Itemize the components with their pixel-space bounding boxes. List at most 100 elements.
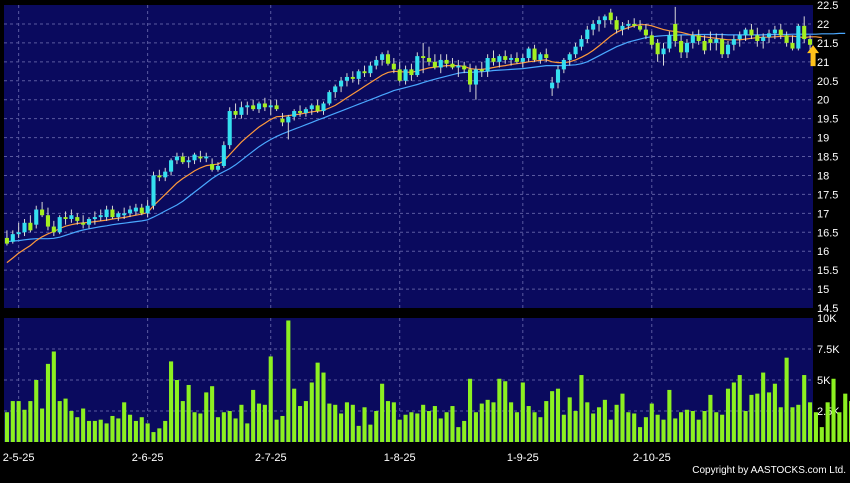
price-tick-label: 22.5: [817, 0, 838, 12]
price-tick-label: 20: [817, 95, 829, 107]
volume-bar: [468, 378, 473, 442]
candle-body: [755, 35, 760, 41]
candle-body: [526, 48, 531, 59]
volume-bar: [673, 418, 678, 442]
candle-body: [215, 165, 221, 170]
candle-body: [86, 218, 92, 225]
candle-body: [567, 54, 572, 60]
volume-bar: [45, 363, 51, 442]
volume-tick-label: 10K: [817, 313, 837, 325]
candle-body: [133, 207, 138, 212]
candle-body: [157, 175, 162, 178]
candle-body: [632, 23, 637, 26]
candle-body: [608, 12, 613, 21]
volume-bar: [251, 389, 256, 442]
price-tick-label: 21: [817, 57, 829, 69]
volume-bar: [69, 411, 74, 442]
candle-body: [104, 209, 109, 218]
volume-bar: [462, 420, 467, 442]
price-tick-label: 17.5: [817, 189, 838, 201]
candle-body: [649, 35, 654, 45]
volume-bar: [661, 419, 666, 442]
candle-body: [63, 217, 68, 219]
volume-bar: [825, 402, 830, 442]
volume-bar: [632, 413, 637, 442]
candle-body: [684, 42, 690, 53]
candle-body: [532, 48, 537, 60]
candle-body: [796, 25, 801, 49]
volume-tick-label: 7.5K: [817, 344, 840, 356]
volume-bar: [813, 412, 818, 442]
volume-bar: [585, 402, 590, 442]
volume-bar: [772, 383, 777, 442]
candle-body: [438, 59, 443, 68]
candle-body: [239, 107, 244, 115]
price-tick-label: 18.5: [817, 152, 838, 164]
volume-bar: [116, 418, 121, 442]
candle-body: [10, 234, 15, 242]
candle-body: [110, 209, 115, 218]
candle-body: [696, 35, 701, 41]
candle-body: [485, 58, 490, 72]
volume-bar: [778, 407, 783, 442]
volume-bar: [450, 406, 455, 442]
candle-body: [251, 105, 256, 110]
candle-body: [204, 156, 209, 159]
price-tick-label: 16: [817, 246, 829, 258]
volume-bar: [321, 372, 326, 442]
volume-bar: [127, 414, 133, 442]
candle-body: [690, 35, 695, 43]
volume-bar: [725, 388, 731, 442]
volume-bar: [591, 413, 596, 442]
candle-body: [491, 58, 496, 62]
volume-bar: [620, 393, 625, 442]
candle-body: [45, 215, 51, 227]
volume-bar: [503, 381, 508, 442]
volume-bar: [374, 411, 379, 442]
volume-bar: [649, 403, 654, 442]
volume-bar: [133, 420, 138, 442]
price-tick-label: 19: [817, 133, 829, 145]
candle-body: [708, 39, 713, 43]
x-tick-label: 2-6-25: [132, 452, 164, 464]
candle-body: [673, 23, 678, 41]
candle-body: [661, 48, 666, 55]
volume-bar: [415, 413, 420, 442]
candle-body: [415, 56, 420, 76]
up-arrow-marker: [807, 45, 820, 67]
volume-bar: [344, 402, 349, 442]
candle-body: [450, 63, 455, 68]
x-tick-label: 1-9-25: [507, 452, 539, 464]
volume-bar: [602, 399, 607, 442]
volume-bar: [596, 407, 602, 442]
volume-bar: [679, 412, 684, 442]
candle-body: [186, 160, 191, 163]
candle-body: [92, 217, 97, 219]
price-tick-label: 22: [817, 19, 829, 31]
volume-bar: [163, 420, 168, 442]
candle-body: [22, 222, 27, 233]
volume-bar: [391, 402, 396, 442]
volume-bar: [104, 423, 109, 442]
volume-bar: [731, 382, 736, 442]
volume-bar: [28, 401, 33, 442]
candle-body: [327, 92, 332, 104]
volume-bar: [690, 411, 695, 442]
volume-bar: [720, 414, 725, 442]
candle-body: [808, 39, 813, 45]
volume-bar: [655, 414, 660, 442]
candle-body: [555, 69, 561, 83]
volume-bar: [274, 419, 279, 442]
candle-body: [743, 29, 748, 36]
candle-body: [292, 111, 297, 117]
candle-body: [538, 54, 543, 60]
candle-body: [585, 29, 590, 40]
candle-body: [280, 118, 285, 123]
candle-body: [315, 105, 320, 112]
volume-bar: [608, 419, 613, 442]
candle-body: [473, 69, 478, 85]
candle-body: [374, 59, 379, 66]
candle-body: [145, 205, 150, 214]
candle-body: [421, 56, 426, 59]
volume-bar: [438, 418, 443, 442]
